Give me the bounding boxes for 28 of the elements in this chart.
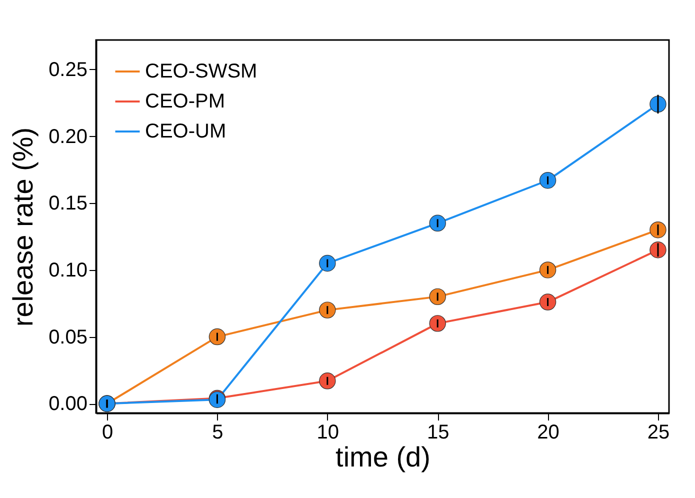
y-axis-title: release rate (%) <box>8 127 39 327</box>
legend-label: CEO-SWSM <box>145 60 258 82</box>
point <box>650 221 666 238</box>
point <box>429 214 446 232</box>
y-tick-label: 0.25 <box>48 58 88 81</box>
y-tick-label: 0.00 <box>48 393 88 416</box>
point <box>429 315 446 332</box>
legend-label: CEO-UM <box>145 120 226 142</box>
point <box>208 328 226 346</box>
point <box>539 262 556 278</box>
point <box>429 288 446 306</box>
x-tick-label: 5 <box>212 422 224 444</box>
y-tick-label: 0.10 <box>48 259 88 282</box>
point <box>319 302 336 318</box>
point <box>539 172 556 189</box>
point <box>319 254 336 272</box>
y-tick-label: 0.05 <box>48 326 88 348</box>
x-tick-label: 10 <box>316 422 340 444</box>
x-tick-label: 20 <box>537 422 560 444</box>
x-axis-title: time (d) <box>336 442 430 472</box>
point <box>539 294 556 310</box>
x-tick-label: 15 <box>426 422 450 444</box>
y-tick-label: 0.20 <box>48 126 88 148</box>
x-tick-label: 25 <box>647 422 670 444</box>
y-tick-label: 0.15 <box>48 192 88 215</box>
x-tick-label: 0 <box>102 422 114 444</box>
legend-label: CEO-PM <box>145 90 225 112</box>
point <box>319 372 336 390</box>
